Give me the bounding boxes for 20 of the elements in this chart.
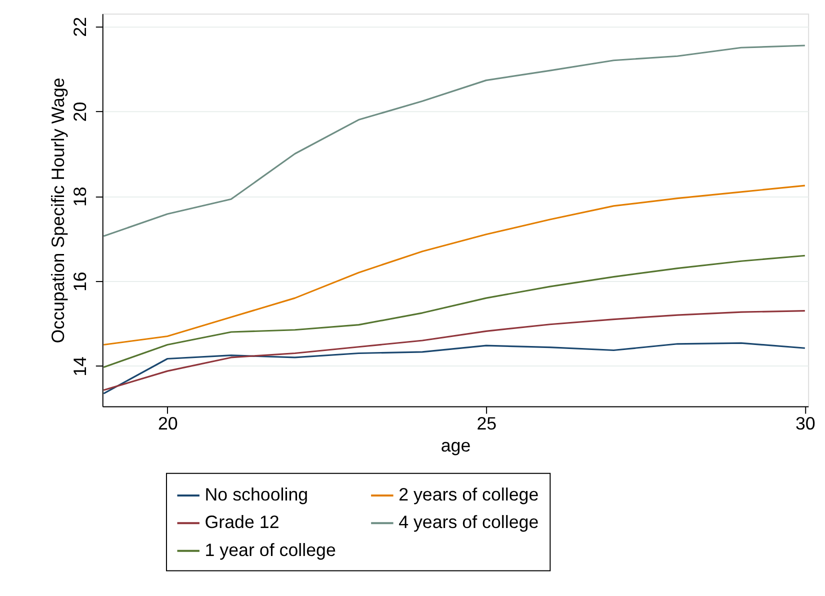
y-tick-label: 16 (70, 272, 90, 292)
line-series (102, 342, 806, 394)
legend-label: No schooling (204, 484, 308, 504)
y-axis-title: Occupation Specific Hourly Wage (48, 78, 68, 344)
line-series (102, 44, 806, 237)
legend-label: Grade 12 (204, 512, 280, 532)
legend-label: 2 years of college (398, 484, 539, 504)
x-tick-label: 20 (158, 414, 178, 434)
y-tick-label: 20 (70, 102, 90, 122)
x-tick-label: 25 (476, 414, 497, 434)
x-axis-title: age (440, 436, 471, 456)
line-series (102, 310, 806, 391)
legend-label: 4 years of college (398, 512, 539, 532)
y-tick-label: 14 (70, 356, 90, 376)
y-tick-label: 18 (70, 186, 90, 207)
x-tick-label: 30 (795, 414, 816, 434)
y-tick-label: 22 (70, 16, 90, 37)
line-series (102, 254, 806, 368)
legend-label: 1 year of college (204, 540, 336, 560)
line-series (102, 184, 806, 346)
